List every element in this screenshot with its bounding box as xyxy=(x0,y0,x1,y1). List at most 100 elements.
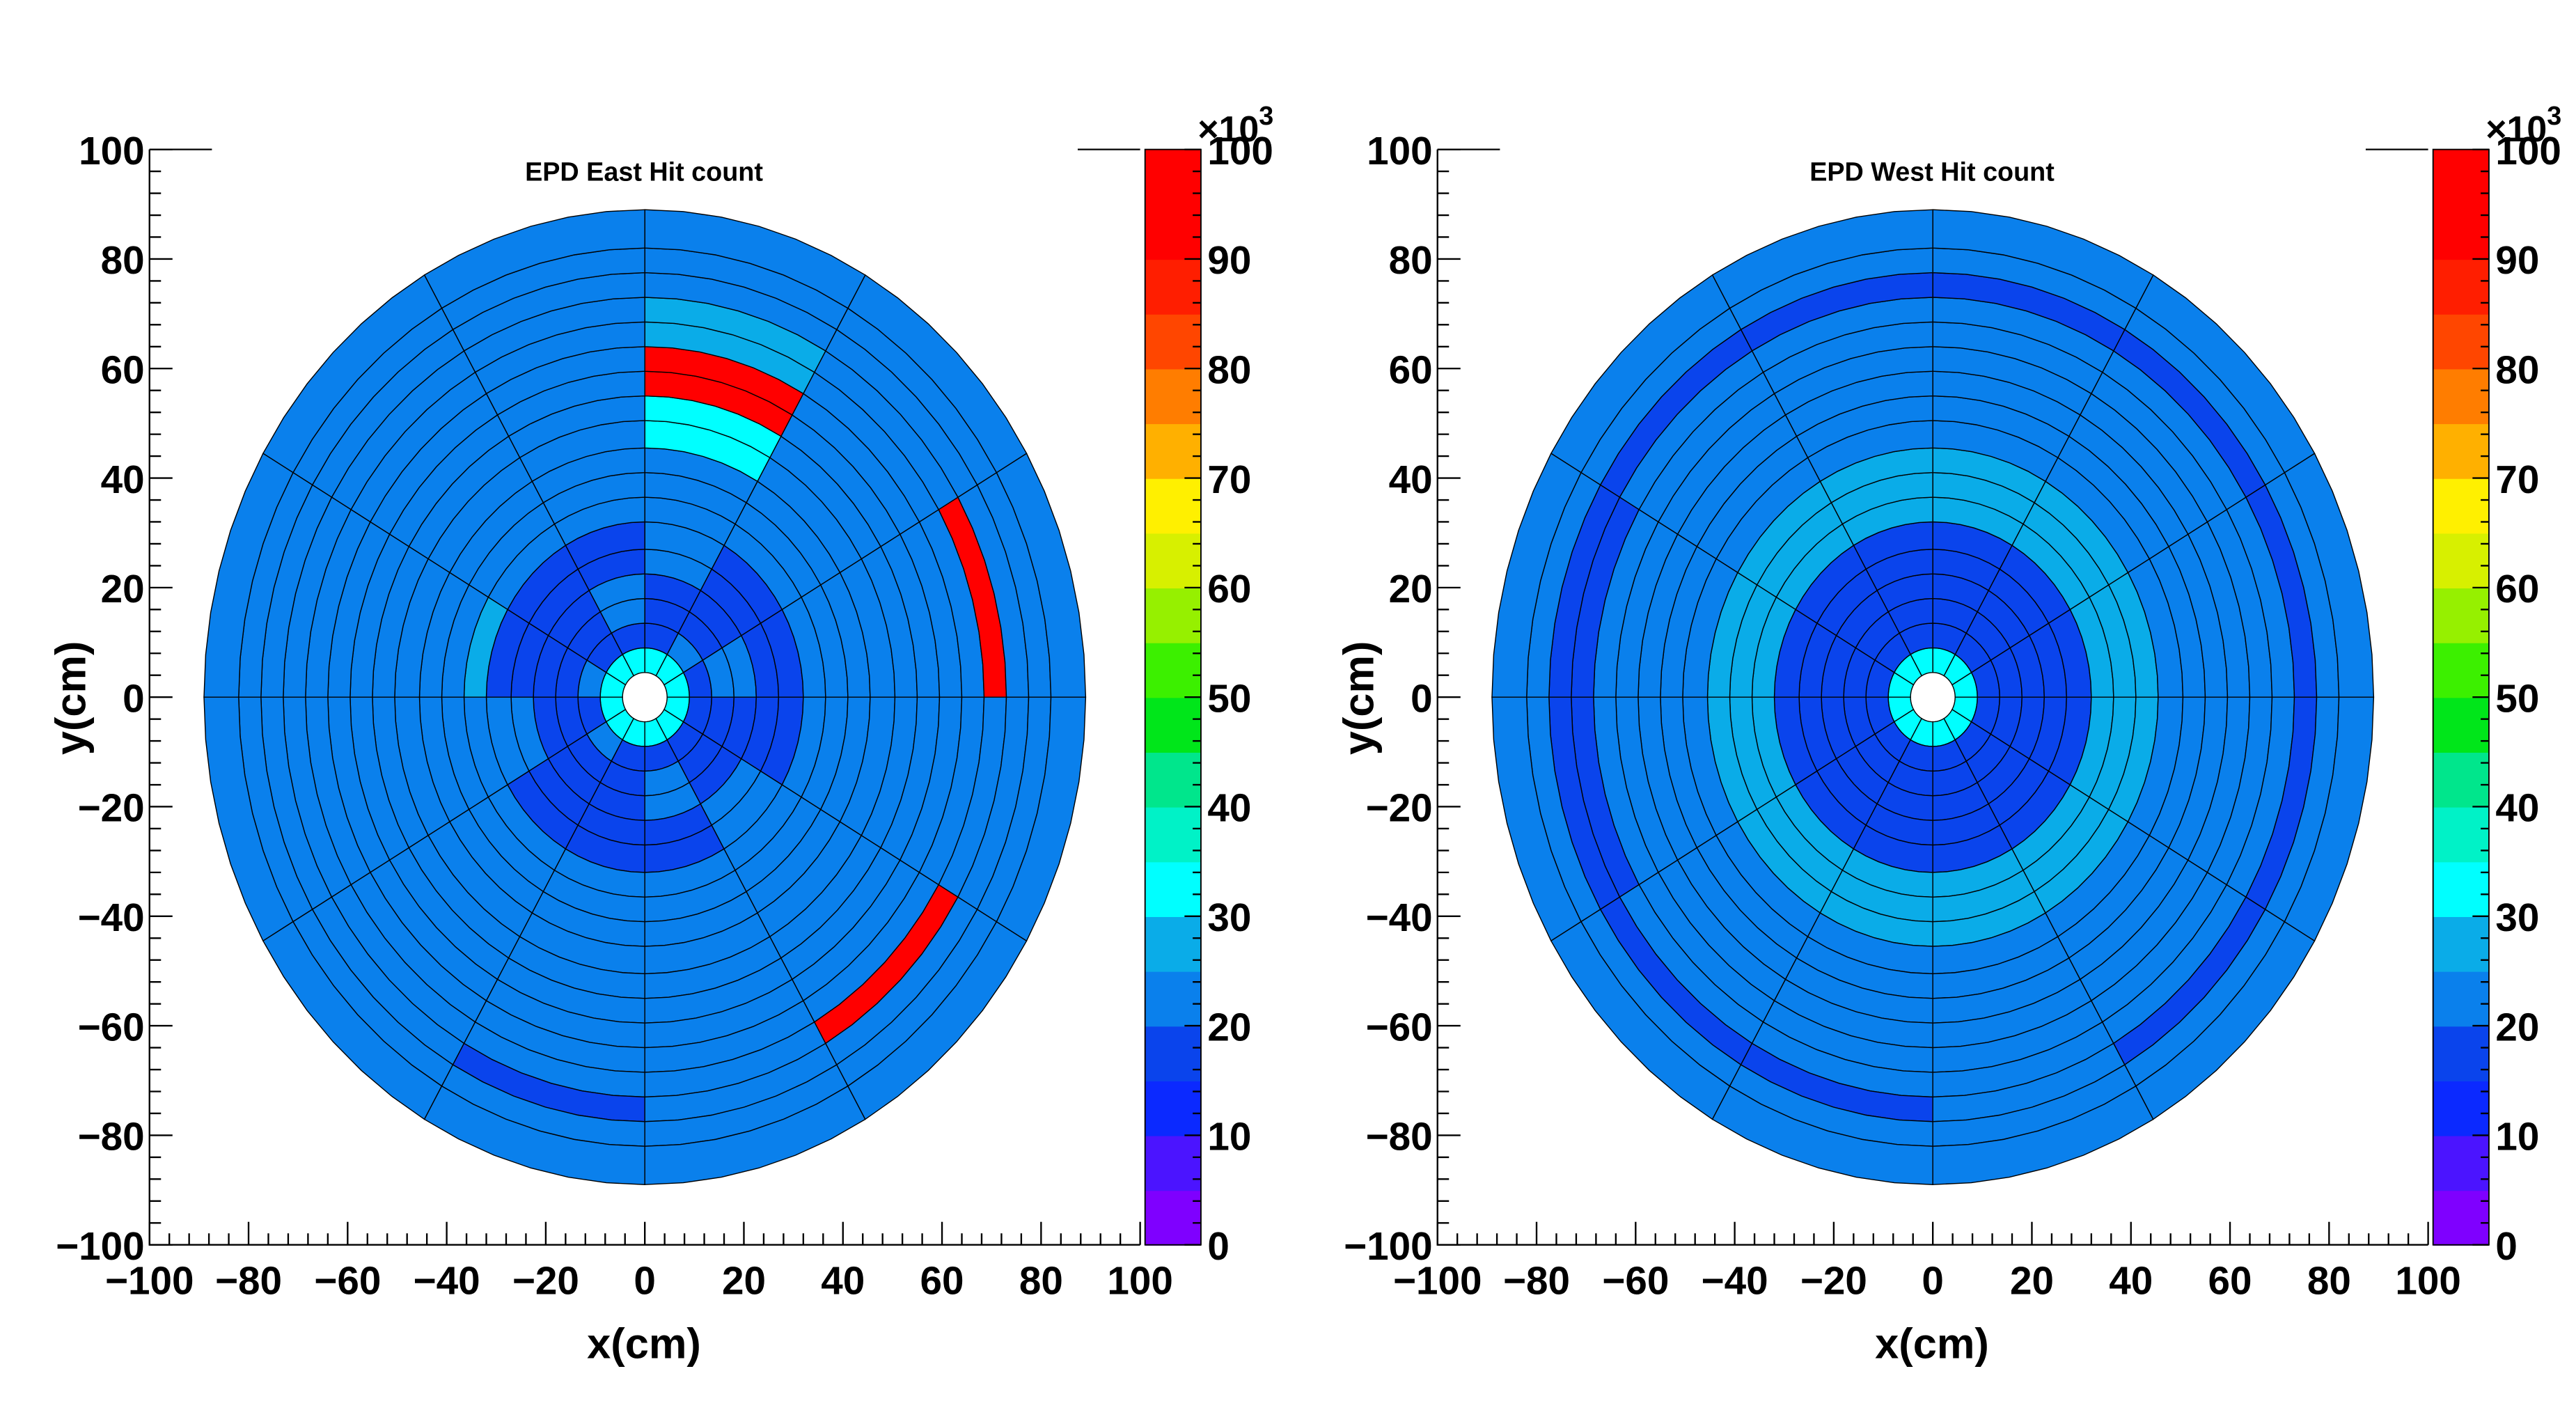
color-scale-segment xyxy=(2433,368,2489,425)
color-scale-segment xyxy=(1145,1135,1201,1191)
x-tick-label: 40 xyxy=(2109,1259,2153,1303)
color-scale-segment xyxy=(2433,313,2489,370)
z-tick-label: 70 xyxy=(2495,457,2539,501)
x-tick-label: 80 xyxy=(2307,1259,2351,1303)
y-tick-label: 100 xyxy=(79,129,144,173)
color-scale-segment xyxy=(2433,1026,2489,1081)
z-tick-label: 10 xyxy=(1207,1115,1251,1159)
color-scale-segment xyxy=(2433,1080,2489,1136)
frame-gap xyxy=(212,146,1078,153)
y-tick-label: 20 xyxy=(101,567,145,611)
color-scale-segment xyxy=(2433,751,2489,808)
x-tick-label: 100 xyxy=(1107,1259,1172,1303)
y-tick-label: 40 xyxy=(1389,457,1433,501)
y-tick-label: −80 xyxy=(1366,1115,1433,1159)
x-tick-label: 60 xyxy=(2208,1259,2252,1303)
color-scale-segment xyxy=(1145,478,1201,534)
z-tick-label: 90 xyxy=(1207,238,1251,282)
frame-gap xyxy=(1500,146,2366,153)
color-scale-segment xyxy=(1145,916,1201,972)
x-tick-label: −100 xyxy=(105,1259,194,1303)
z-tick-label: 30 xyxy=(2495,895,2539,939)
color-scale-segment xyxy=(2433,149,2489,205)
color-scale-segment xyxy=(1145,642,1201,698)
y-tick-label: 80 xyxy=(101,238,145,282)
color-scale-segment xyxy=(2433,258,2489,315)
x-tick-label: 60 xyxy=(920,1259,964,1303)
x-tick-label: 80 xyxy=(1019,1259,1063,1303)
west-y-axis-label: y(cm) xyxy=(1335,641,1383,756)
color-scale-segment xyxy=(2433,916,2489,972)
y-tick-label: −20 xyxy=(78,786,145,830)
y-tick-label: −100 xyxy=(1344,1224,1433,1268)
east-detector-cells xyxy=(203,209,1087,1185)
color-scale-segment xyxy=(2433,1135,2489,1191)
y-tick-label: −40 xyxy=(78,895,145,939)
x-tick-label: 0 xyxy=(1922,1259,1943,1303)
z-tick-label: 70 xyxy=(1207,457,1251,501)
color-scale-segment xyxy=(1145,258,1201,315)
west-x-axis-label: x(cm) xyxy=(1875,1319,1989,1367)
color-scale-segment xyxy=(1145,313,1201,370)
z-tick-label: 80 xyxy=(1207,347,1251,391)
color-scale-segment xyxy=(2433,642,2489,698)
color-scale-segment xyxy=(1145,697,1201,753)
z-tick-label: 100 xyxy=(1207,129,1273,173)
x-tick-label: 20 xyxy=(722,1259,766,1303)
z-tick-label: 20 xyxy=(2495,1005,2539,1049)
color-scale-segment xyxy=(2433,478,2489,534)
y-tick-label: −80 xyxy=(78,1115,145,1159)
z-tick-label: 80 xyxy=(2495,347,2539,391)
y-tick-label: 100 xyxy=(1367,129,1432,173)
y-tick-label: 40 xyxy=(101,457,145,501)
y-tick-label: −40 xyxy=(1366,895,1433,939)
color-scale-segment xyxy=(1145,751,1201,808)
y-tick-label: 0 xyxy=(1411,676,1432,720)
color-scale-segment xyxy=(2433,861,2489,917)
z-tick-label: 50 xyxy=(1207,676,1251,720)
y-tick-label: −20 xyxy=(1366,786,1433,830)
x-tick-label: −40 xyxy=(414,1259,480,1303)
color-scale-segment xyxy=(1145,149,1201,205)
z-tick-label: 10 xyxy=(2495,1115,2539,1159)
color-scale-segment xyxy=(2433,587,2489,643)
color-scale-segment xyxy=(1145,423,1201,479)
x-tick-label: −40 xyxy=(1702,1259,1768,1303)
z-tick-label: 0 xyxy=(2495,1224,2517,1268)
west-axes: −100 −80 −60 −40 −20 0 20 40 60 80 100 −100 −80 −60 −4… xyxy=(1344,129,2461,1303)
color-scale-segment xyxy=(2433,533,2489,589)
color-scale-segment xyxy=(1145,1026,1201,1081)
east-axes: −100 −80 −60 −40 −20 0 20 40 60 80 100 −100 −80 −60 −4… xyxy=(56,129,1173,1303)
color-scale-segment xyxy=(2433,806,2489,863)
panel-west: −100 −80 −60 −40 −20 0 20 40 60 80 100−100−80−60−4… xyxy=(1335,101,2562,1367)
color-scale-segment xyxy=(1145,1190,1201,1246)
x-tick-label: −100 xyxy=(1393,1259,1482,1303)
x-tick-label: 100 xyxy=(2395,1259,2460,1303)
x-tick-label: 0 xyxy=(634,1259,655,1303)
color-scale-segment xyxy=(1145,368,1201,425)
east-x-axis-label: x(cm) xyxy=(587,1319,701,1367)
x-tick-label: −60 xyxy=(314,1259,381,1303)
z-tick-label: 60 xyxy=(2495,567,2539,611)
x-tick-label: −20 xyxy=(1800,1259,1867,1303)
z-tick-label: 100 xyxy=(2495,129,2561,173)
color-scale-segment xyxy=(1145,204,1201,260)
east-color-scale: 0 10 20 30 40 50 60 70 80 90 100 xyxy=(1144,129,1273,1268)
west-chart-title: EPD West Hit count xyxy=(1809,157,2055,186)
y-tick-label: −60 xyxy=(78,1005,145,1049)
west-color-scale: 0 10 20 30 40 50 60 70 80 90 100 xyxy=(2432,129,2561,1268)
z-tick-label: 20 xyxy=(1207,1005,1251,1049)
y-tick-label: 60 xyxy=(1389,347,1433,391)
color-scale-segment xyxy=(1145,971,1201,1027)
x-tick-label: −80 xyxy=(1503,1259,1570,1303)
east-chart-title: EPD East Hit count xyxy=(525,157,763,186)
east-z-multiplier: ×103 xyxy=(1197,101,1273,149)
color-scale-segment xyxy=(1145,861,1201,917)
x-tick-label: 40 xyxy=(821,1259,865,1303)
x-tick-label: 20 xyxy=(2010,1259,2054,1303)
z-tick-label: 50 xyxy=(2495,676,2539,720)
y-tick-label: 80 xyxy=(1389,238,1433,282)
color-scale-segment xyxy=(1145,806,1201,863)
